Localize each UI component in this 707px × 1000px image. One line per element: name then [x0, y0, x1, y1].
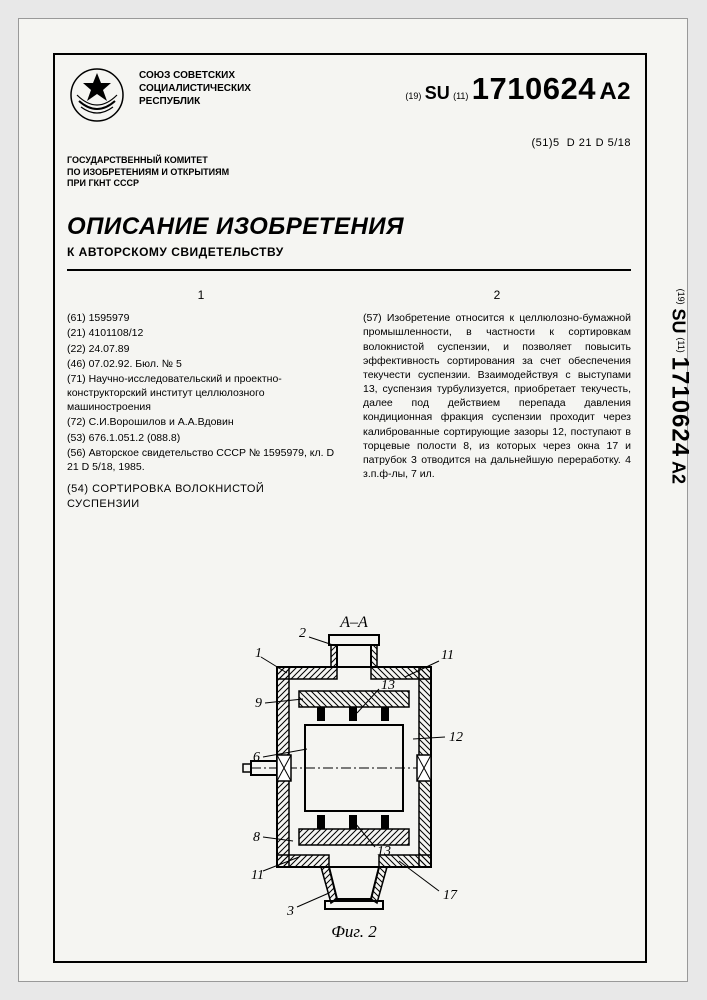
svg-text:12: 12 [449, 730, 463, 745]
org-line: СОЦИАЛИСТИЧЕСКИХ [139, 82, 251, 95]
doc-number: 1710624 [472, 71, 596, 106]
committee-line: ПО ИЗОБРЕТЕНИЯМ И ОТКРЫТИЯМ [67, 167, 229, 179]
svg-text:9: 9 [255, 696, 262, 711]
country-code: SU [425, 83, 450, 103]
ipc-classification: (51)5 D 21 D 5/18 [531, 137, 631, 149]
side-cc-label: (19) [676, 289, 686, 305]
svg-text:А–А: А–А [339, 614, 368, 631]
publication-codes: (19) SU (11) 1710624 A2 [405, 71, 631, 107]
committee-line: ГОСУДАРСТВЕННЫЙ КОМИТЕТ [67, 155, 229, 167]
field-56: (56) Авторское свидетельство СССР № 1595… [67, 446, 335, 474]
svg-text:Фиг. 2: Фиг. 2 [331, 922, 377, 941]
side-cc: SU [668, 309, 688, 334]
ipc-label: (51)5 [531, 137, 559, 149]
document-subtitle: К АВТОРСКОМУ СВИДЕТЕЛЬСТВУ [67, 245, 631, 271]
issuing-organization: СОЮЗ СОВЕТСКИХ СОЦИАЛИСТИЧЕСКИХ РЕСПУБЛИ… [139, 69, 251, 108]
field-22: (22) 24.07.89 [67, 342, 335, 356]
title-block: ОПИСАНИЕ ИЗОБРЕТЕНИЯ К АВТОРСКОМУ СВИДЕТ… [67, 213, 631, 271]
svg-text:1: 1 [255, 646, 262, 661]
field-72: (72) С.И.Ворошилов и А.А.Вдовин [67, 415, 335, 429]
field-71: (71) Научно-исследовательский и проектно… [67, 372, 335, 415]
doc-number-label: (11) [453, 91, 468, 101]
svg-text:8: 8 [253, 830, 260, 845]
side-num-label: (11) [676, 337, 686, 352]
bibliographic-columns: 1 (61) 1595979 (21) 4101108/12 (22) 24.0… [67, 287, 631, 513]
column-right: 2 (57) Изобретение относится к целлюлозн… [363, 287, 631, 513]
svg-text:13: 13 [381, 678, 395, 693]
field-61: (61) 1595979 [67, 311, 335, 325]
svg-text:13: 13 [377, 844, 391, 859]
field-57-abstract: (57) Изобретение относится к целлюлозно-… [363, 311, 631, 481]
column-left: 1 (61) 1595979 (21) 4101108/12 (22) 24.0… [67, 287, 335, 513]
field-53: (53) 676.1.051.2 (088.8) [67, 431, 335, 445]
svg-text:11: 11 [251, 868, 264, 883]
org-line: РЕСПУБЛИК [139, 95, 251, 108]
country-code-label: (19) [405, 91, 421, 101]
figure-2: А–А [199, 609, 509, 949]
ussr-emblem-icon [67, 65, 127, 125]
sidebar-publication-code: (19) SU (11) 1710624 A2 [665, 289, 693, 484]
field-21: (21) 4101108/12 [67, 326, 335, 340]
side-kind: A2 [668, 461, 688, 484]
svg-text:2: 2 [299, 626, 306, 641]
svg-text:11: 11 [441, 648, 454, 663]
column-number: 1 [67, 287, 335, 303]
svg-text:3: 3 [286, 904, 294, 919]
kind-code: A2 [599, 78, 631, 105]
column-number: 2 [363, 287, 631, 303]
page: СОЮЗ СОВЕТСКИХ СОЦИАЛИСТИЧЕСКИХ РЕСПУБЛИ… [18, 18, 688, 982]
state-committee: ГОСУДАРСТВЕННЫЙ КОМИТЕТ ПО ИЗОБРЕТЕНИЯМ … [67, 155, 229, 190]
ipc-code: D 21 D 5/18 [567, 137, 631, 149]
svg-text:17: 17 [443, 888, 458, 903]
technical-drawing-icon: А–А [199, 609, 509, 949]
field-54-invention-title: (54) СОРТИРОВКА ВОЛОКНИСТОЙ СУСПЕНЗИИ [67, 482, 335, 512]
svg-text:6: 6 [253, 750, 260, 765]
committee-line: ПРИ ГКНТ СССР [67, 178, 229, 190]
org-line: СОЮЗ СОВЕТСКИХ [139, 69, 251, 82]
field-46: (46) 07.02.92. Бюл. № 5 [67, 357, 335, 371]
document-title: ОПИСАНИЕ ИЗОБРЕТЕНИЯ [67, 213, 631, 241]
side-doc-number: 1710624 [666, 357, 693, 457]
